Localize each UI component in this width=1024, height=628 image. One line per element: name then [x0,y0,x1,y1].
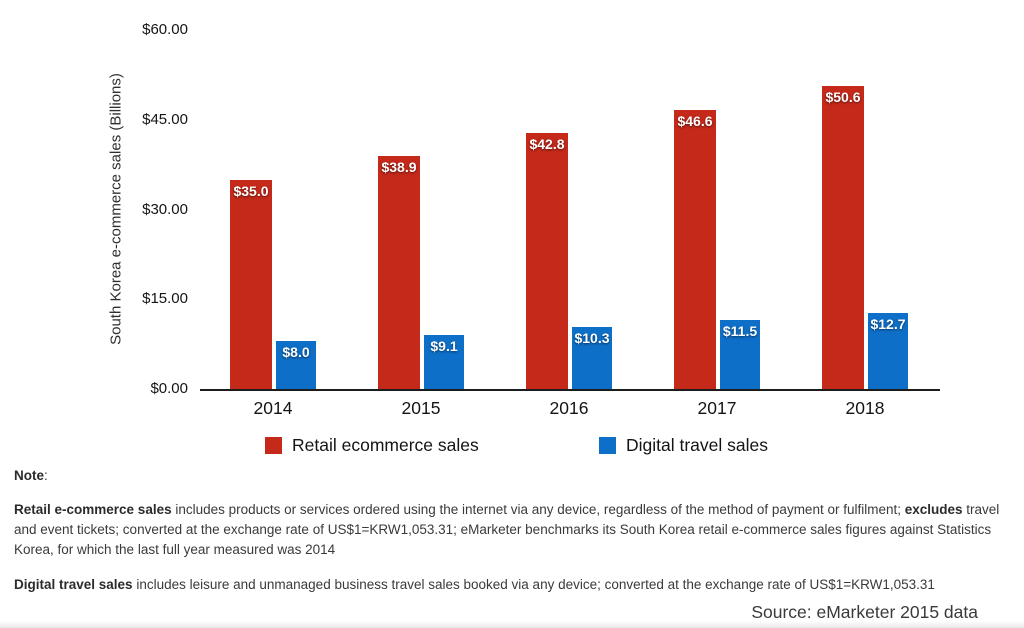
plot-area: $35.0 $8.0 $38.9 $9.1 $42.8 $10.3 $46.6 $11.5 $5… [200,30,940,391]
y-tick-label: $45.00 [142,110,188,128]
legend-item-retail: Retail ecommerce sales [265,435,479,456]
bar-value-label: $10.3 [574,330,610,347]
bar-value-label: $35.0 [233,182,269,199]
y-tick-label: $0.00 [150,380,188,397]
bottom-edge-shade [0,621,1024,628]
x-axis-label-2016: 2016 [549,398,589,418]
bar-value-label: $42.8 [529,135,565,152]
bar-value-label: $11.5 [722,323,758,340]
bar-retail-2014: $35.0 [230,179,272,389]
bar-travel-2014: $8.0 [276,341,316,389]
bar-retail-2017: $46.6 [674,110,716,389]
x-axis-label-2015: 2015 [401,398,441,418]
bar-travel-2016: $10.3 [572,327,612,389]
bar-value-label: $8.0 [282,344,310,361]
y-tick-label: $30.00 [142,200,188,218]
bar-travel-2017: $11.5 [720,320,760,389]
legend-swatch-travel-icon [599,437,616,454]
note-retail: Retail e-commerce sales includes product… [14,502,1000,557]
bar-value-label: $38.9 [381,159,417,176]
x-axis-label-2017: 2017 [697,398,737,418]
x-axis-label-2014: 2014 [253,398,293,418]
bar-value-label: $12.7 [870,316,906,333]
bar-retail-2016: $42.8 [526,132,568,389]
bar-retail-2018: $50.6 [822,86,864,389]
bar-retail-2015: $38.9 [378,156,420,389]
bar-travel-2015: $9.1 [424,334,464,389]
bar-value-label: $50.6 [825,89,861,106]
y-tick-label: $15.00 [142,290,188,308]
bar-travel-2018: $12.7 [868,313,908,389]
legend-label-travel: Digital travel sales [626,435,768,455]
note-heading: Note: [14,468,48,483]
footnotes: Note: Retail e-commerce sales includes p… [14,466,1018,610]
legend-swatch-retail-icon [265,437,282,454]
bar-value-label: $9.1 [430,337,458,354]
y-tick-label: $60.00 [142,21,188,38]
bar-value-label: $46.6 [677,113,713,130]
x-axis-label-2018: 2018 [845,398,885,418]
legend-label-retail: Retail ecommerce sales [292,435,479,455]
source-credit: Source: eMarketer 2015 data [751,602,978,622]
note-travel: Digital travel sales includes leisure an… [14,577,935,592]
legend-item-travel: Digital travel sales [599,435,768,456]
